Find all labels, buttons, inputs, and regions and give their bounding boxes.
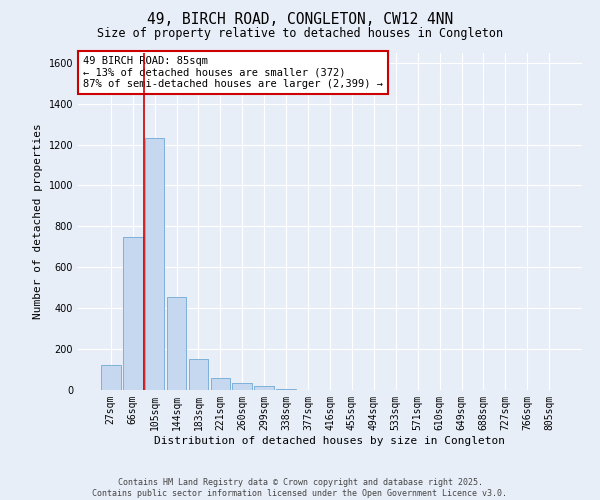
Bar [211,378,230,390]
Bar [276,389,296,390]
Bar [167,297,187,390]
Bar [254,386,274,390]
Text: Size of property relative to detached houses in Congleton: Size of property relative to detached ho… [97,28,503,40]
Bar [145,138,164,390]
X-axis label: Distribution of detached houses by size in Congleton: Distribution of detached houses by size … [155,436,505,446]
Text: 49, BIRCH ROAD, CONGLETON, CW12 4NN: 49, BIRCH ROAD, CONGLETON, CW12 4NN [147,12,453,28]
Text: Contains HM Land Registry data © Crown copyright and database right 2025.
Contai: Contains HM Land Registry data © Crown c… [92,478,508,498]
Bar [123,236,143,390]
Text: 49 BIRCH ROAD: 85sqm
← 13% of detached houses are smaller (372)
87% of semi-deta: 49 BIRCH ROAD: 85sqm ← 13% of detached h… [83,56,383,89]
Bar [232,383,252,390]
Y-axis label: Number of detached properties: Number of detached properties [33,124,43,319]
Bar [101,366,121,390]
Bar [188,360,208,390]
